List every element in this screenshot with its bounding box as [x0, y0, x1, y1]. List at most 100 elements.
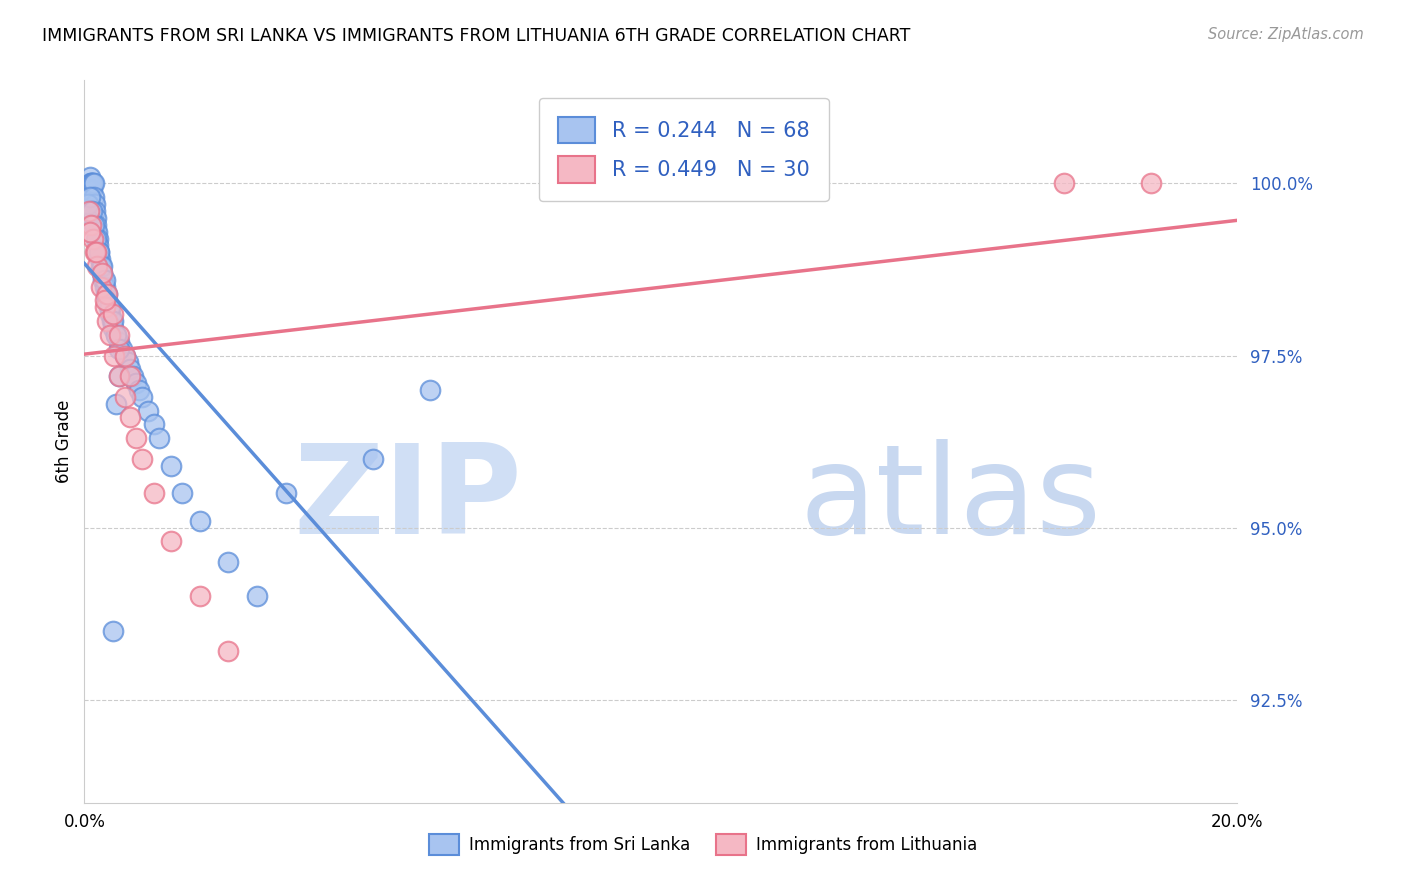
Point [80, 183, 103, 197]
Point [87, 245, 110, 260]
Point [83, 177, 105, 191]
Point [142, 486, 165, 500]
Point [218, 555, 240, 569]
Point [84, 231, 107, 245]
Point [114, 349, 136, 363]
Point [148, 431, 170, 445]
Point [125, 431, 148, 445]
Point [188, 590, 211, 604]
Point [111, 342, 134, 356]
Point [105, 327, 128, 342]
Point [76, 211, 98, 225]
Point [90, 266, 112, 280]
Point [114, 349, 136, 363]
Point [103, 307, 124, 321]
Point [80, 218, 103, 232]
Point [120, 362, 142, 376]
Point [136, 403, 159, 417]
Point [105, 397, 128, 411]
Point [83, 218, 105, 232]
Point [160, 534, 183, 549]
Point [172, 486, 194, 500]
Point [103, 321, 124, 335]
Point [83, 190, 105, 204]
Point [131, 390, 153, 404]
Point [96, 286, 118, 301]
Point [1053, 177, 1076, 191]
Point [120, 369, 142, 384]
Point [77, 183, 100, 197]
Point [93, 279, 115, 293]
Point [128, 383, 150, 397]
Point [93, 301, 115, 315]
Point [122, 369, 145, 384]
Point [86, 225, 108, 239]
Point [84, 204, 107, 219]
Text: IMMIGRANTS FROM SRI LANKA VS IMMIGRANTS FROM LITHUANIA 6TH GRADE CORRELATION CHA: IMMIGRANTS FROM SRI LANKA VS IMMIGRANTS … [42, 27, 911, 45]
Point [1140, 177, 1163, 191]
Point [79, 169, 101, 184]
Point [101, 314, 124, 328]
Point [89, 279, 111, 293]
Point [82, 177, 104, 191]
Text: atlas: atlas [799, 439, 1101, 560]
Text: ZIP: ZIP [294, 439, 523, 560]
Point [83, 197, 105, 211]
Point [82, 231, 104, 245]
Point [108, 334, 131, 349]
Point [98, 327, 121, 342]
Point [79, 225, 101, 239]
Point [89, 252, 111, 267]
Point [108, 369, 131, 384]
Point [96, 293, 118, 308]
Point [105, 327, 128, 342]
Point [117, 355, 139, 369]
Point [87, 245, 110, 260]
Point [188, 514, 211, 528]
Point [90, 259, 112, 273]
Point [93, 293, 115, 308]
Point [86, 218, 108, 232]
Point [80, 177, 103, 191]
Legend: R = 0.244   N = 68, R = 0.449   N = 30: R = 0.244 N = 68, R = 0.449 N = 30 [538, 98, 828, 202]
Point [108, 369, 131, 384]
Point [131, 451, 153, 466]
Point [103, 349, 125, 363]
Point [108, 327, 131, 342]
Point [94, 286, 117, 301]
Point [79, 190, 101, 204]
Point [79, 177, 101, 191]
Point [97, 301, 120, 315]
Point [96, 314, 118, 328]
Point [98, 307, 121, 321]
Point [82, 177, 104, 191]
Point [93, 273, 115, 287]
Point [125, 376, 148, 390]
Point [98, 301, 121, 315]
Point [91, 273, 114, 287]
Point [218, 644, 240, 658]
Point [76, 190, 98, 204]
Point [96, 286, 118, 301]
Point [246, 590, 269, 604]
Point [84, 211, 107, 225]
Text: Source: ZipAtlas.com: Source: ZipAtlas.com [1208, 27, 1364, 42]
Point [86, 231, 108, 245]
Point [84, 245, 107, 260]
Point [276, 486, 298, 500]
Point [120, 410, 142, 425]
Point [86, 259, 108, 273]
Legend: Immigrants from Sri Lanka, Immigrants from Lithuania: Immigrants from Sri Lanka, Immigrants fr… [423, 828, 983, 862]
Point [89, 259, 111, 273]
Point [83, 245, 105, 260]
Point [103, 314, 124, 328]
Point [419, 383, 441, 397]
Point [108, 342, 131, 356]
Point [160, 458, 183, 473]
Point [114, 390, 136, 404]
Point [361, 451, 384, 466]
Point [103, 624, 124, 638]
Point [90, 266, 112, 280]
Point [77, 204, 100, 219]
Point [77, 197, 100, 211]
